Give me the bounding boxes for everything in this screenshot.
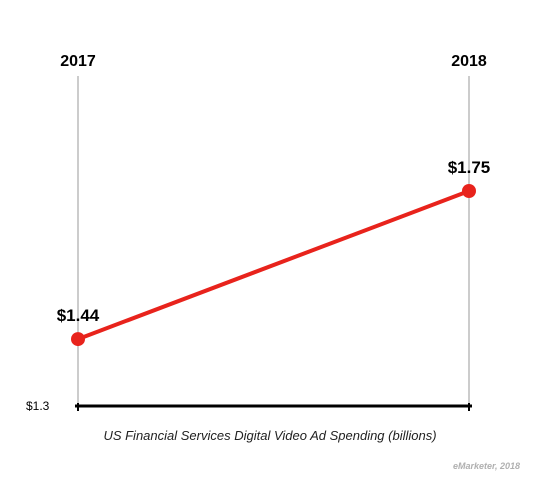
y-tick-label: $1.3 xyxy=(26,399,50,413)
series-line xyxy=(77,189,470,341)
value-label-2017: $1.44 xyxy=(57,306,100,325)
chart-caption: US Financial Services Digital Video Ad S… xyxy=(103,428,437,443)
data-points xyxy=(71,184,476,347)
source-credit: eMarketer, 2018 xyxy=(452,461,520,471)
x-axis-ticks xyxy=(77,403,470,411)
category-label-2017: 2017 xyxy=(60,53,96,70)
data-point-2017 xyxy=(71,332,85,347)
value-label-2018: $1.75 xyxy=(448,158,491,177)
category-lines xyxy=(77,76,470,406)
category-labels: 2017 2018 xyxy=(60,53,487,70)
data-point-2018 xyxy=(462,184,476,198)
value-labels: $1.44 $1.75 xyxy=(57,158,491,325)
category-label-2018: 2018 xyxy=(451,53,487,70)
